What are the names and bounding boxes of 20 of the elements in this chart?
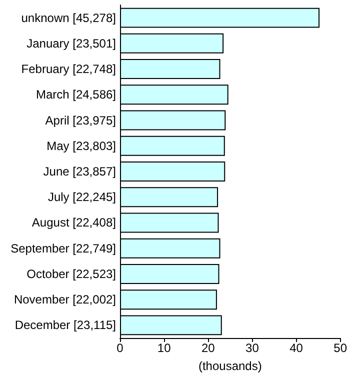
y-tick-label: unknown [45,278] (21, 10, 116, 25)
y-tick-label: May [23,803] (46, 138, 116, 153)
x-tick-label: 0 (116, 341, 124, 355)
y-tick-label: June [23,857] (43, 164, 116, 178)
y-tick-label: August [22,408] (32, 216, 116, 230)
y-tick-label: April [23,975] (45, 113, 116, 128)
y-tick-label: February [22,748] (21, 62, 116, 76)
x-axis-title: (thousands) (198, 359, 262, 373)
y-tick-label: March [24,586] (36, 88, 116, 102)
y-tick-label: November [22,002] (14, 292, 116, 307)
y-tick-label: January [23,501] (26, 36, 116, 50)
y-tick-label: October [22,523] (26, 266, 116, 281)
y-tick-label: July [22,245] (48, 190, 116, 204)
x-tick-label: 30 (246, 341, 260, 355)
y-tick-label: December [23,115] (14, 318, 116, 332)
y-tick-label: September [22,749] (10, 241, 116, 256)
x-tick-label: 10 (157, 341, 172, 355)
x-tick-label: 20 (201, 341, 216, 355)
x-tick-label: 50 (334, 341, 348, 355)
x-tick-label: 40 (290, 341, 304, 355)
